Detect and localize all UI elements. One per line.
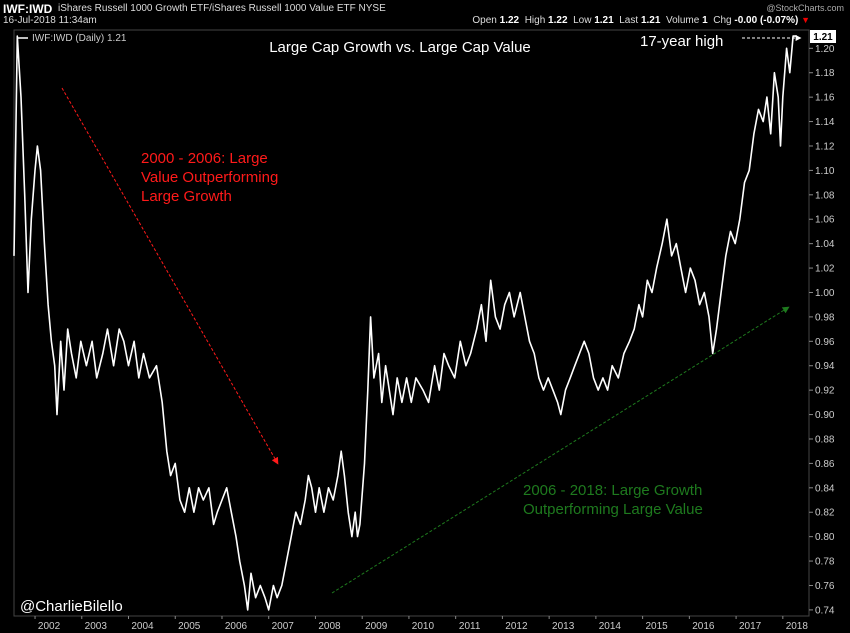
y-tick-label: 1.14	[815, 117, 835, 128]
x-tick-label: 2012	[505, 621, 528, 632]
x-tick-label: 2005	[178, 621, 201, 632]
y-tick-label: 0.80	[815, 532, 835, 543]
growth-period-annotation: 2006 - 2018: Large Growth Outperforming …	[523, 482, 706, 518]
high-label: High	[524, 15, 546, 26]
x-tick-label: 2015	[645, 621, 668, 632]
open-label: Open	[472, 15, 497, 26]
y-tick-label: 0.86	[815, 459, 835, 470]
last-value-marker-label: 1.21	[813, 32, 833, 43]
x-tick-label: 2014	[599, 621, 622, 632]
y-tick-label: 1.00	[815, 288, 835, 299]
last-label: Last	[619, 15, 639, 26]
value-period-line-1: 2000 - 2006: Large	[141, 150, 268, 167]
last-value-marker	[810, 30, 836, 43]
x-tick-label: 2018	[786, 621, 809, 632]
x-axis: 2002 2003 2004 2005 2006 2007 2008 2009 2010 2011…	[34, 616, 809, 632]
value-period-line-2: Value Outperforming	[141, 169, 278, 186]
y-tick-label: 1.20	[815, 44, 835, 55]
symbol-description: iShares Russell 1000 Growth ETF/iShares …	[58, 3, 386, 14]
y-tick-label: 0.78	[815, 557, 835, 568]
open-value: 1.22	[499, 15, 520, 26]
last-value: 1.21	[640, 15, 661, 26]
decline-trend-arrow	[61, 87, 279, 465]
x-tick-label: 2002	[38, 621, 61, 632]
y-tick-label: 0.92	[815, 386, 835, 397]
chg-value: -0.00 (-0.07%)	[734, 15, 799, 26]
credit-label[interactable]: @StockCharts.com	[766, 3, 844, 13]
y-tick-label: 0.90	[815, 410, 835, 421]
volume-label: Volume	[665, 15, 700, 26]
y-tick-label: 1.12	[815, 141, 835, 152]
y-tick-label: 0.74	[815, 605, 835, 616]
y-tick-label: 1.04	[815, 239, 835, 250]
peak-annotation: 17-year high	[640, 33, 723, 50]
down-arrow-icon: ▼	[801, 15, 810, 25]
volume-value: 1	[702, 15, 708, 26]
value-period-annotation: 2000 - 2006: Large Value Outperforming L…	[141, 150, 282, 205]
y-tick-label: 1.06	[815, 215, 835, 226]
x-tick-label: 2003	[85, 621, 108, 632]
value-period-line-3: Large Growth	[141, 188, 232, 205]
y-tick-label: 0.84	[815, 483, 835, 494]
x-tick-label: 2013	[552, 621, 575, 632]
rise-trend-arrow	[331, 306, 790, 594]
author-handle: @CharlieBilello	[20, 598, 123, 615]
y-tick-label: 1.16	[815, 93, 835, 104]
series-line	[13, 35, 797, 611]
x-tick-label: 2006	[225, 621, 248, 632]
low-label: Low	[573, 15, 592, 26]
x-tick-label: 2007	[272, 621, 295, 632]
x-tick-label: 2011	[459, 621, 481, 632]
y-tick-label: 0.94	[815, 361, 835, 372]
y-tick-label: 1.10	[815, 166, 835, 177]
x-tick-label: 2017	[739, 621, 762, 632]
y-tick-label: 0.98	[815, 312, 835, 323]
quote-bar: Open 1.22 High 1.22 Low 1.21 Last 1.21 V…	[472, 15, 810, 26]
y-tick-label: 0.88	[815, 434, 835, 445]
date-label: 16-Jul-2018 11:34am	[3, 15, 97, 26]
x-tick-label: 2009	[365, 621, 388, 632]
x-tick-label: 2004	[131, 621, 154, 632]
x-tick-label: 2016	[692, 621, 715, 632]
chart-title: Large Cap Growth vs. Large Cap Value	[269, 39, 531, 56]
y-tick-label: 1.08	[815, 190, 835, 201]
growth-period-line-2: Outperforming Large Value	[523, 501, 703, 518]
low-value: 1.21	[594, 15, 614, 26]
y-tick-label: 0.96	[815, 337, 835, 348]
y-tick-label: 0.76	[815, 581, 835, 592]
growth-period-line-1: 2006 - 2018: Large Growth	[523, 482, 702, 499]
chg-label: Chg	[713, 15, 732, 26]
plot-frame	[13, 29, 810, 617]
x-tick-label: 2010	[412, 621, 435, 632]
y-axis: 0.74 0.76 0.78 0.80 0.82 0.84 0.86 0.88 0.90 0.92…	[809, 44, 835, 616]
legend-label: IWF:IWD (Daily) 1.21	[32, 33, 127, 44]
y-tick-label: 0.82	[815, 508, 835, 519]
high-value: 1.22	[548, 15, 568, 26]
y-tick-label: 1.02	[815, 264, 835, 275]
symbol-label: IWF:IWD	[3, 2, 53, 16]
x-tick-label: 2008	[318, 621, 341, 632]
y-tick-label: 1.18	[815, 68, 835, 79]
chart-header: IWF:IWD iShares Russell 1000 Growth ETF/…	[0, 0, 850, 30]
